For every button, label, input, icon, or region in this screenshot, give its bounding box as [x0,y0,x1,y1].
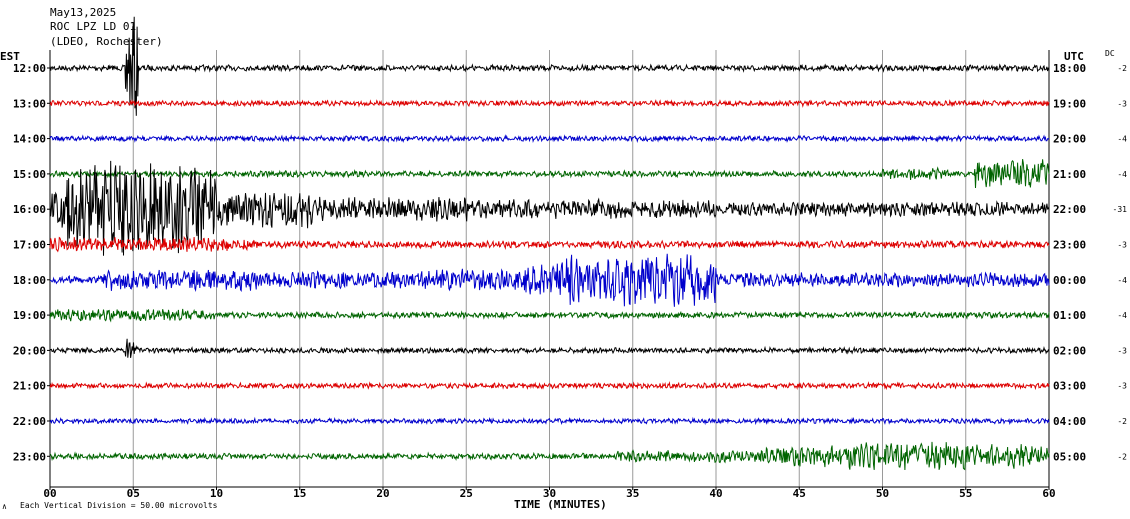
row-label-utc: 22:00 [1053,203,1086,216]
trace-line [49,441,1050,471]
x-tick-label: 10 [210,487,223,500]
row-dc-offset: -31 [1113,205,1128,214]
row-label-est: 18:00 [13,274,46,287]
x-tick-label: 55 [959,487,972,500]
trace-line [49,235,1050,253]
row-label-est: 23:00 [13,450,46,463]
x-tick-label: 35 [626,487,639,500]
header-network: (LDEO, Rochester) [50,35,163,48]
trace-line [49,133,1050,144]
x-tick-label: 00 [43,487,56,500]
dc-label: DC [1105,49,1115,58]
trace-line [49,160,1050,256]
scale-note: Each Vertical Division = 50.00 microvolt… [20,501,218,510]
x-tick-label: 05 [127,487,140,500]
x-axis-title: TIME (MINUTES) [514,498,607,511]
row-label-est: 14:00 [13,133,46,146]
trace-line [49,308,1050,323]
x-tick-labels: 00 05 10 15 20 25 30 35 40 45 50 55 60 [43,487,1056,500]
row-label-est: 13:00 [13,97,46,110]
row-dc-offset: -3 [1117,241,1127,250]
row-dc-offset: -4 [1117,135,1127,144]
est-label: EST [0,50,20,63]
row-dc-offset: -3 [1117,382,1127,391]
trace-group [49,16,1050,471]
row-dc-offset: -4 [1117,276,1127,285]
trace-line [49,253,1050,307]
row-dc-offset: -4 [1117,170,1127,179]
row-label-est: 20:00 [13,344,46,357]
x-tick-label: 45 [793,487,806,500]
row-dc-offset: -2 [1117,64,1127,73]
x-tick-label: 50 [876,487,889,500]
row-label-utc: 00:00 [1053,274,1086,287]
row-label-utc: 04:00 [1053,415,1086,428]
x-tick-label: 60 [1042,487,1055,500]
row-label-utc: 18:00 [1053,62,1086,75]
trace-line [49,381,1050,391]
row-label-utc: 21:00 [1053,168,1086,181]
row-label-est: 22:00 [13,415,46,428]
row-dc-offset: -4 [1117,311,1127,320]
row-labels: 12:00 18:00 -2 13:00 19:00 -3 14:00 20:00 -4 15:0… [13,62,1127,463]
row-dc-offset: -3 [1117,346,1127,355]
row-dc-offset: -2 [1117,452,1127,461]
trace-line [49,159,1050,189]
row-label-utc: 02:00 [1053,344,1086,357]
row-dc-offset: -2 [1117,417,1127,426]
trace-line [49,16,1050,116]
x-tick-label: 40 [709,487,722,500]
row-label-est: 12:00 [13,62,46,75]
row-label-est: 17:00 [13,239,46,252]
row-label-est: 19:00 [13,309,46,322]
row-label-est: 16:00 [13,203,46,216]
trace-line [49,99,1050,108]
x-tick-label: 30 [543,487,556,500]
trace-line [49,416,1050,426]
header-station: ROC LPZ LD 01 [50,20,136,33]
header-date: May13,2025 [50,6,116,19]
row-label-utc: 03:00 [1053,380,1086,393]
row-dc-offset: -3 [1117,99,1127,108]
x-tick-label: 25 [460,487,473,500]
row-label-utc: 19:00 [1053,97,1086,110]
utc-label: UTC [1064,50,1084,63]
row-label-est: 15:00 [13,168,46,181]
x-tick-label: 15 [293,487,306,500]
trace-line [49,338,1050,358]
row-label-utc: 23:00 [1053,239,1086,252]
x-tick-label: 20 [376,487,389,500]
row-label-est: 21:00 [13,380,46,393]
row-label-utc: 05:00 [1053,450,1086,463]
row-label-utc: 20:00 [1053,133,1086,146]
row-label-utc: 01:00 [1053,309,1086,322]
corner-mark: ∧ [2,502,7,511]
